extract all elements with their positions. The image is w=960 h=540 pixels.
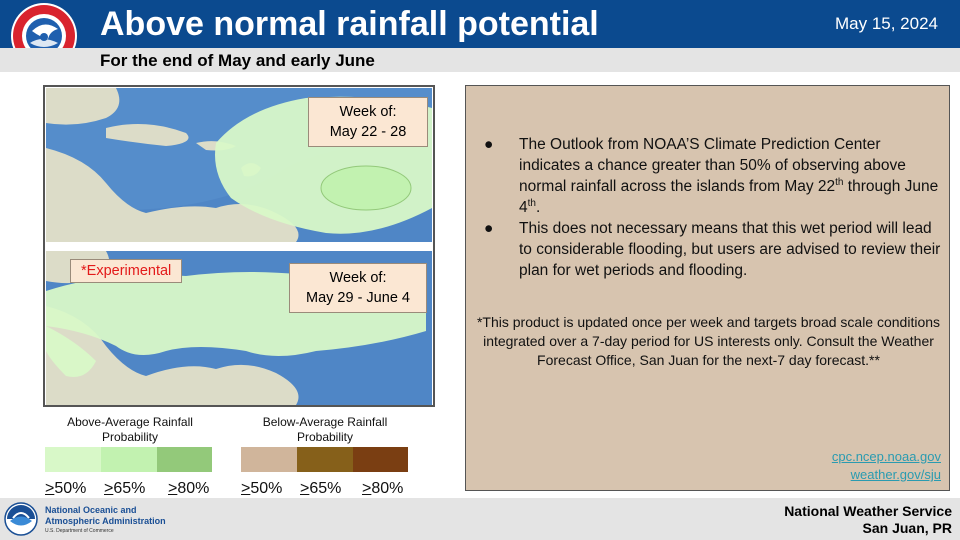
legend-below-swatch-65 <box>297 447 353 472</box>
week1-label-line1: Week of: <box>339 104 397 120</box>
legend-above-caption: Above-Average Rainfall Probability <box>45 415 215 445</box>
footer-bar <box>0 498 960 540</box>
legend-above-swatch-50 <box>45 447 101 472</box>
noaa-department: U.S. Department of Commerce <box>45 528 114 534</box>
legend-below-label-80: >80% <box>362 480 403 498</box>
noaa-name: National Oceanic and Atmospheric Adminis… <box>45 505 166 527</box>
legend-above-caption-line1: Above-Average Rainfall <box>67 415 193 429</box>
legend-below-label-80-text: >80% <box>362 480 404 497</box>
legend-below-label-50: >50% <box>241 480 282 498</box>
outlook-text-panel: ● The Outlook from NOAA’S Climate Predic… <box>465 85 950 491</box>
legend-below-caption-line1: Below-Average Rainfall <box>262 415 388 429</box>
page-title: Above normal rainfall potential <box>100 5 599 43</box>
legend-above-label-65: >65% <box>104 480 145 498</box>
header-bar <box>0 0 960 48</box>
legend-above-caption-line2: Probability <box>101 430 159 444</box>
legend-below-swatch-80 <box>353 447 408 472</box>
product-footnote: *This product is updated once per week a… <box>476 314 941 368</box>
office-name-line2: San Juan, PR <box>862 520 952 536</box>
noaa-name-line2: Atmospheric Administration <box>45 516 166 526</box>
week2-label-line1: Week of: <box>329 270 387 286</box>
bullet1-sup-a: th <box>835 176 844 188</box>
bullet1-text-c: . <box>535 199 541 216</box>
experimental-label: *Experimental <box>70 259 183 283</box>
outlook-maps-panel: Week of: May 22 - 28 *Experimental Week … <box>43 85 435 407</box>
map-divider <box>45 243 433 250</box>
legend-above-swatch-80 <box>157 447 212 472</box>
legend-below-label-65: >65% <box>300 480 341 498</box>
outlook-map-week1: Week of: May 22 - 28 <box>46 88 432 242</box>
legend-above-label-80: >80% <box>168 480 209 498</box>
bullet1-text-b: through June 4 <box>519 178 939 216</box>
noaa-logo-icon <box>4 502 38 536</box>
legend-below-swatch-50 <box>241 447 297 472</box>
week1-label-line2: May 22 - 28 <box>329 124 407 140</box>
week1-label-box: Week of: May 22 - 28 <box>308 97 428 147</box>
legend-below-caption: Below-Average Rainfall Probability <box>240 415 410 445</box>
office-name: National Weather Service San Juan, PR <box>784 503 952 537</box>
office-name-line1: National Weather Service <box>784 503 952 519</box>
page-subtitle: For the end of May and early June <box>100 51 375 70</box>
bullet-dot-icon: ● <box>484 136 494 153</box>
outlook-bullets: ● The Outlook from NOAA’S Climate Predic… <box>482 134 942 281</box>
subtitle-bar <box>0 48 960 72</box>
legend-below-label-65-text: >65% <box>300 480 342 497</box>
bullet-flooding: ● This does not necessary means that thi… <box>482 218 942 281</box>
issue-date: May 15, 2024 <box>834 14 938 33</box>
bullet2-text: This does not necessary means that this … <box>519 220 941 279</box>
link-cpc[interactable]: cpc.ncep.noaa.gov <box>831 449 941 464</box>
legend-above-swatch-65 <box>101 447 157 472</box>
reference-links: cpc.ncep.noaa.gov weather.gov/sju <box>832 448 941 484</box>
legend-above-label-50-text: >50% <box>45 480 87 497</box>
bullet1-sup-b: th <box>527 197 536 209</box>
week2-label-line2: May 29 - June 4 <box>306 290 410 306</box>
legend-below-label-50-text: >50% <box>241 480 283 497</box>
legend-above-label-80-text: >80% <box>168 480 210 497</box>
noaa-name-line1: National Oceanic and <box>45 505 137 515</box>
legend-above-label-50: >50% <box>45 480 86 498</box>
legend-above-label-65-text: >65% <box>104 480 146 497</box>
bullet-outlook: ● The Outlook from NOAA’S Climate Predic… <box>482 134 942 218</box>
bullet1-text-a: The Outlook from NOAA’S Climate Predicti… <box>519 136 906 195</box>
bullet-dot-icon: ● <box>484 220 494 237</box>
legend-below-caption-line2: Probability <box>296 430 354 444</box>
outlook-map-week2: *Experimental Week of: May 29 - June 4 <box>46 251 432 405</box>
week2-label-box: Week of: May 29 - June 4 <box>289 263 427 313</box>
link-weather-gov-sju[interactable]: weather.gov/sju <box>850 467 941 482</box>
